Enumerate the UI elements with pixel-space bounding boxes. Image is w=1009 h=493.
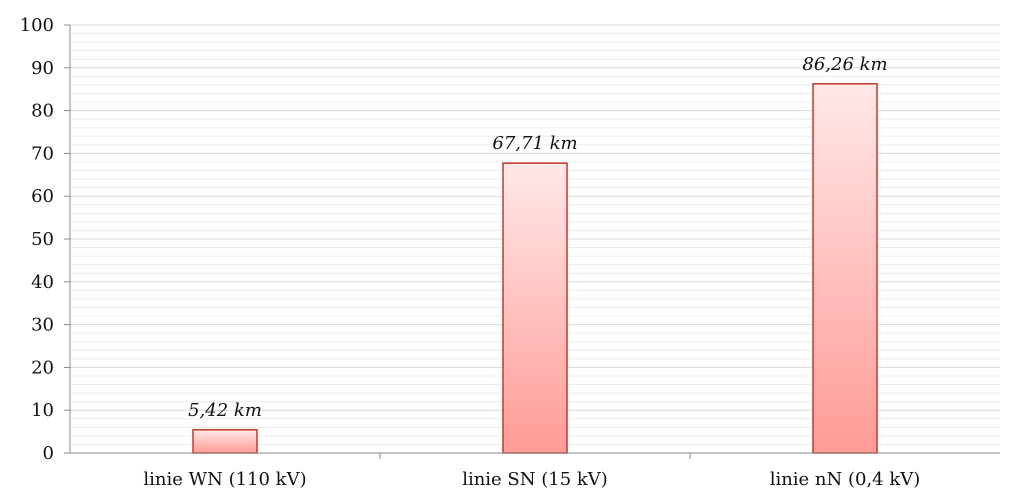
- bar: [502, 162, 568, 454]
- bars: [192, 83, 878, 454]
- data-label: 5,42 km: [188, 400, 262, 421]
- category-label: linie WN (110 kV): [143, 469, 306, 490]
- data-label: 86,26 km: [802, 54, 887, 75]
- y-tick-label: 80: [31, 101, 54, 122]
- y-tick-label: 0: [43, 443, 54, 464]
- category-label: linie nN (0,4 kV): [770, 469, 921, 490]
- axes: [64, 24, 1000, 459]
- bar: [192, 429, 258, 454]
- bar: [812, 83, 878, 454]
- y-tick-label: 60: [31, 186, 54, 207]
- y-tick-label: 50: [31, 229, 54, 250]
- labels: 0 10 20 30 40 50 60 70 80 90 100 5,42 km linie WN (1…: [20, 15, 921, 490]
- y-tick-label: 20: [31, 357, 54, 378]
- y-tick-label: 100: [20, 15, 54, 36]
- y-tick-label: 40: [31, 272, 54, 293]
- y-tick-label: 10: [31, 400, 54, 421]
- category-label: linie SN (15 kV): [462, 469, 608, 490]
- y-tick-label: 30: [31, 315, 54, 336]
- data-label: 67,71 km: [492, 133, 577, 154]
- y-tick-label: 70: [31, 143, 54, 164]
- y-tick-label: 90: [31, 58, 54, 79]
